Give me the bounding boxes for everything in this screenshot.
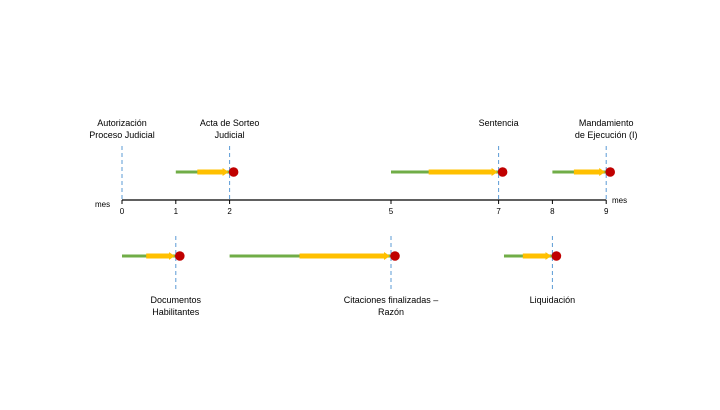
event-label-autorizacion-line: Autorización — [97, 118, 147, 128]
event-label-mandamiento-line: Mandamiento — [579, 118, 634, 128]
event-documentos: Documentos Habilitantes — [122, 236, 202, 317]
event-label-documentos: Documentos Habilitantes — [151, 295, 202, 317]
event-label-sentencia-line: Sentencia — [479, 118, 519, 128]
event-label-acta-sorteo-line: Acta de Sorteo — [200, 118, 260, 128]
event-label-liquidacion: Liquidación — [530, 295, 576, 305]
event-label-acta-sorteo-line: Judicial — [215, 130, 245, 140]
unit-label-left: mes — [95, 200, 110, 209]
event-liquidacion: Liquidación — [503, 236, 576, 305]
tick-label: 0 — [120, 207, 125, 216]
unit-label-right: mes — [612, 196, 627, 205]
event-label-documentos-line: Documentos — [151, 295, 202, 305]
event-label-acta-sorteo: Acta de Sorteo Judicial — [200, 118, 260, 140]
event-label-autorizacion: Autorización Proceso Judicial — [89, 118, 155, 140]
milestone-dot — [175, 251, 185, 261]
event-label-citaciones-line: Razón — [378, 307, 404, 317]
tick-label: 8 — [550, 207, 555, 216]
event-label-documentos-line: Habilitantes — [152, 307, 200, 317]
tick-label: 7 — [496, 207, 501, 216]
milestone-dot — [551, 251, 562, 261]
milestone-dot — [497, 167, 508, 177]
event-label-liquidacion-line: Liquidación — [530, 295, 576, 305]
event-label-citaciones: Citaciones finalizadas – Razón — [344, 295, 439, 317]
milestone-dot — [390, 251, 400, 261]
milestone-dot — [605, 167, 615, 177]
events-layer: Autorización Proceso Judicial Acta de Sort… — [89, 118, 637, 317]
event-citaciones: Citaciones finalizadas – Razón — [229, 236, 439, 317]
tick-label: 9 — [604, 207, 609, 216]
event-label-sentencia: Sentencia — [479, 118, 519, 128]
event-sentencia: Sentencia — [391, 118, 519, 200]
tick-label: 2 — [227, 207, 232, 216]
event-label-mandamiento: Mandamiento de Ejecución (I) — [575, 118, 638, 140]
tick-label: 1 — [174, 207, 179, 216]
event-acta-sorteo: Acta de Sorteo Judicial — [175, 118, 260, 200]
milestone-dot — [228, 167, 239, 177]
event-label-citaciones-line: Citaciones finalizadas – — [344, 295, 439, 305]
tick-label: 5 — [389, 207, 394, 216]
event-label-mandamiento-line: de Ejecución (I) — [575, 130, 638, 140]
event-autorizacion: Autorización Proceso Judicial — [89, 118, 155, 200]
event-mandamiento: Mandamiento de Ejecución (I) — [552, 118, 637, 200]
axis-layer: mes mes 0 1 2 5 7 8 9 — [95, 196, 627, 216]
event-label-autorizacion-line: Proceso Judicial — [89, 130, 155, 140]
